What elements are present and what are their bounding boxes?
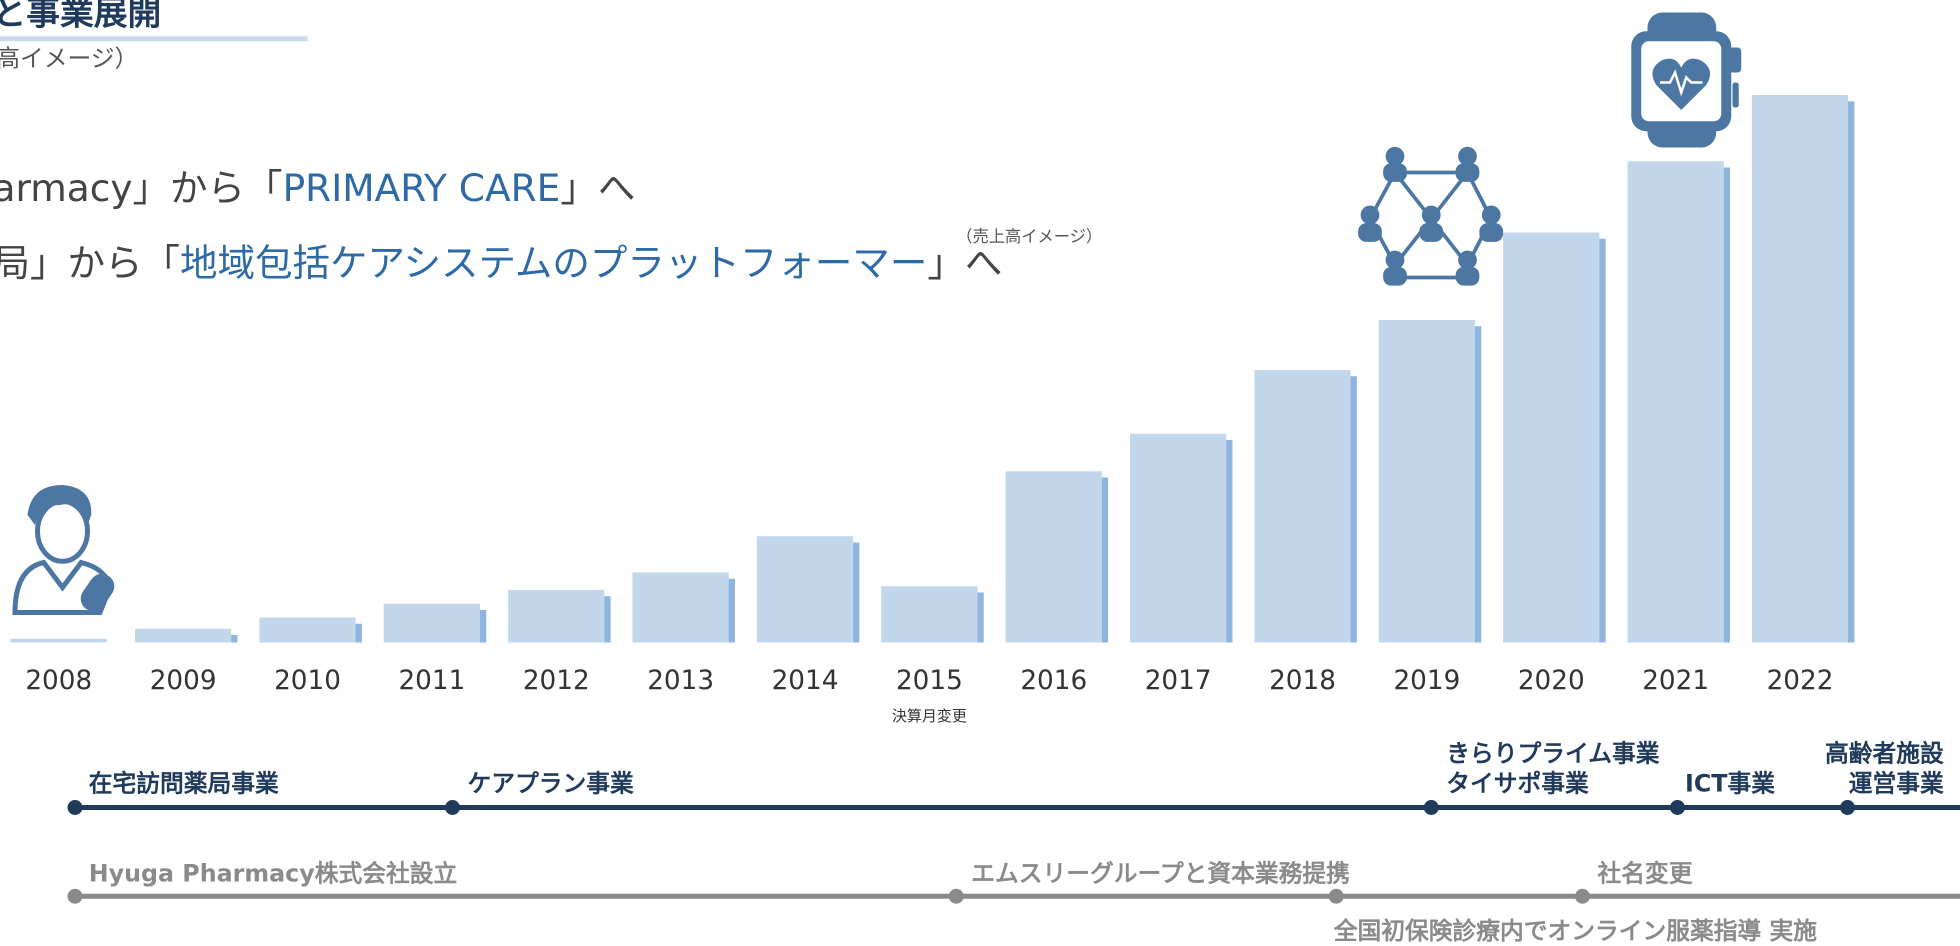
business-event-label: 在宅訪問薬局事業: [89, 770, 279, 798]
x-tick-label: 2013: [647, 666, 714, 696]
bar: [756, 536, 854, 643]
x-tick-label: 2009: [150, 666, 217, 696]
corporate-event-label: Hyuga Pharmacy株式会社設立: [89, 860, 457, 888]
title-underline: [0, 36, 308, 42]
corporate-event-dot: [948, 888, 964, 904]
corporate-event-dot: [1575, 888, 1590, 904]
business-event-dot: [445, 800, 460, 815]
x-tick-label: 2019: [1393, 666, 1460, 696]
bar: [508, 590, 605, 643]
x-tick-label: 2021: [1642, 666, 1709, 696]
corporate-event-label: 全国初保険診療内でオンライン服薬指導 実施: [1333, 917, 1818, 945]
slogan-part: armacy」から「: [0, 166, 283, 210]
title: と事業展開: [0, 0, 161, 32]
x-tick-label: 2017: [1145, 666, 1212, 696]
business-event-label: タイサポ事業: [1446, 770, 1589, 798]
slogan-highlight: 地域包括ケアシステムのプラットフォーマー: [180, 241, 927, 285]
x-tick-label: 2011: [398, 666, 465, 696]
bar: [1378, 320, 1475, 643]
business-event-label: きらりプライム事業: [1446, 740, 1660, 768]
bar: [10, 638, 107, 643]
business-event-dot: [67, 800, 83, 815]
bar: [1751, 95, 1849, 643]
x-tick-label: 2008: [25, 666, 92, 696]
subtitle: 高イメージ）: [0, 45, 138, 73]
business-event-label: 高齢者施設: [1825, 740, 1944, 768]
bar: [1254, 370, 1351, 643]
chart-annotation: （売上高イメージ）: [956, 227, 1102, 246]
x-tick-label: 2020: [1518, 666, 1585, 696]
business-event-dot: [1423, 800, 1439, 815]
bar: [1627, 161, 1724, 643]
slogan: armacy」から「PRIMARY CARE」へ: [0, 166, 635, 210]
slogan-part: 局」から「: [0, 241, 180, 285]
business-event-dot: [1840, 800, 1855, 815]
x-tick-label: 2022: [1767, 666, 1834, 696]
business-event-label: ICT事業: [1685, 770, 1775, 798]
corporate-event-dot: [1328, 888, 1344, 904]
corporate-event-dot: [67, 888, 83, 904]
watch-icon: [1631, 12, 1742, 148]
slogan: 局」から「地域包括ケアシステムのプラットフォーマー」へ: [0, 241, 1002, 285]
x-tick-label: 2014: [772, 666, 839, 696]
bar: [259, 617, 356, 643]
x-tick-label: 2018: [1269, 666, 1336, 696]
bar: [135, 628, 232, 643]
x-tick-label: 2010: [274, 666, 341, 696]
bar: [1005, 471, 1102, 643]
bar: [1503, 232, 1600, 643]
business-event-label: ケアプラン事業: [468, 770, 635, 798]
bar: [881, 586, 978, 643]
slogan-part: 」へ: [560, 166, 635, 210]
bar: [383, 603, 480, 643]
bar: [1130, 433, 1227, 643]
x-tick-label: 2015: [896, 666, 963, 696]
x-tick-label: 2012: [523, 666, 590, 696]
doctor-icon: [12, 485, 115, 615]
x-tick-label: 2016: [1020, 666, 1087, 696]
category-note: 決算月変更: [892, 707, 967, 725]
corporate-event-label: 社名変更: [1598, 860, 1693, 888]
slogan-highlight: PRIMARY CARE: [283, 166, 561, 210]
slogan-part: 」へ: [927, 241, 1002, 285]
business-event-label: 運営事業: [1849, 770, 1944, 798]
network-icon: [1358, 146, 1504, 286]
business-event-dot: [1670, 800, 1685, 815]
bar: [632, 572, 729, 643]
corporate-event-label: エムスリーグループと資本業務提携: [971, 860, 1350, 888]
